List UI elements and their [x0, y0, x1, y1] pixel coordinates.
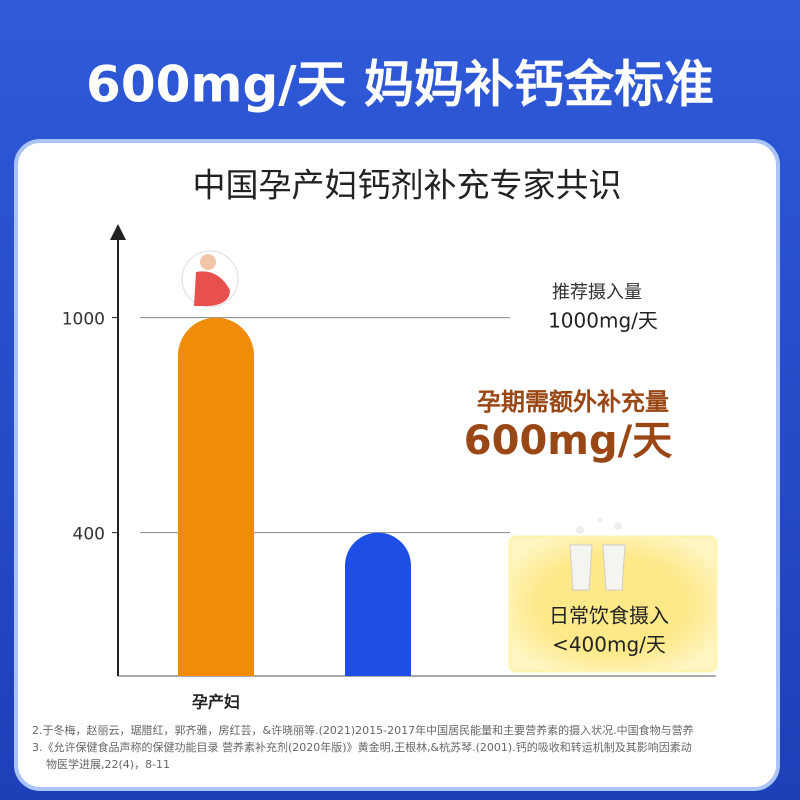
- annotation: 孕期需额外补充量: [477, 388, 669, 416]
- annotation: 推荐摄入量: [552, 282, 642, 303]
- annotation: <400mg/天: [552, 633, 666, 657]
- y-axis-arrow: [110, 224, 126, 240]
- bar: [178, 317, 254, 676]
- annotation: 日常饮食摄入: [549, 604, 669, 628]
- mother-icon: [181, 250, 239, 308]
- header-title: 600mg/天 妈妈补钙金标准: [86, 56, 714, 114]
- plot: 400 1000 孕产妇: [62, 224, 716, 712]
- y-tick-label: 1000: [62, 310, 105, 330]
- y-tick-label: 400: [73, 525, 105, 545]
- milk-icon: [569, 517, 626, 591]
- annotation: 600mg/天: [464, 418, 672, 464]
- chart-title: 中国孕产妇钙剂补充专家共识: [193, 166, 622, 205]
- intake-box: [508, 535, 718, 673]
- footnotes: 2.于冬梅，赵丽云，琚腊红，郭齐雅，房红芸，&许晓丽等.(2021)2015-2…: [32, 723, 694, 771]
- annotation: 1000mg/天: [548, 309, 658, 333]
- bar: [345, 532, 411, 676]
- footnote: 2.于冬梅，赵丽云，琚腊红，郭齐雅，房红芸，&许晓丽等.(2021)2015-2…: [32, 723, 694, 737]
- footnote: 物医学进展,22(4)，8-11: [46, 757, 170, 771]
- x-tick-label: 孕产妇: [192, 693, 240, 712]
- card: [14, 139, 780, 791]
- footnote: 3.《允许保健食品声称的保健功能目录 营养素补充剂(2020年版)》黄金明,王根…: [32, 740, 692, 754]
